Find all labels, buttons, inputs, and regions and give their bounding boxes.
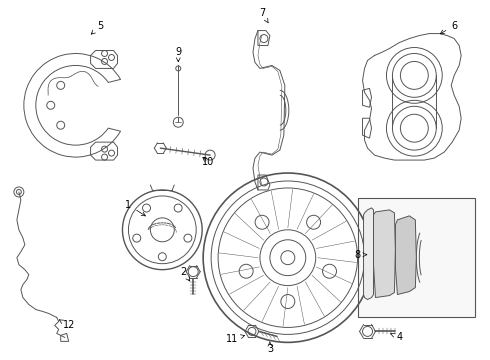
Text: 12: 12 [59, 320, 75, 330]
Text: 5: 5 [91, 21, 104, 34]
Text: 4: 4 [391, 332, 402, 342]
Text: 1: 1 [125, 200, 146, 216]
Text: 2: 2 [180, 267, 190, 281]
Text: 10: 10 [202, 157, 214, 167]
Text: 7: 7 [259, 8, 268, 23]
Text: 9: 9 [175, 48, 181, 62]
Polygon shape [395, 216, 416, 294]
Text: 3: 3 [267, 342, 273, 354]
Text: 8: 8 [354, 250, 367, 260]
Text: 11: 11 [226, 334, 245, 345]
Polygon shape [373, 210, 395, 298]
Text: 6: 6 [441, 21, 457, 34]
Bar [358, 198, 475, 318]
Polygon shape [364, 208, 373, 300]
